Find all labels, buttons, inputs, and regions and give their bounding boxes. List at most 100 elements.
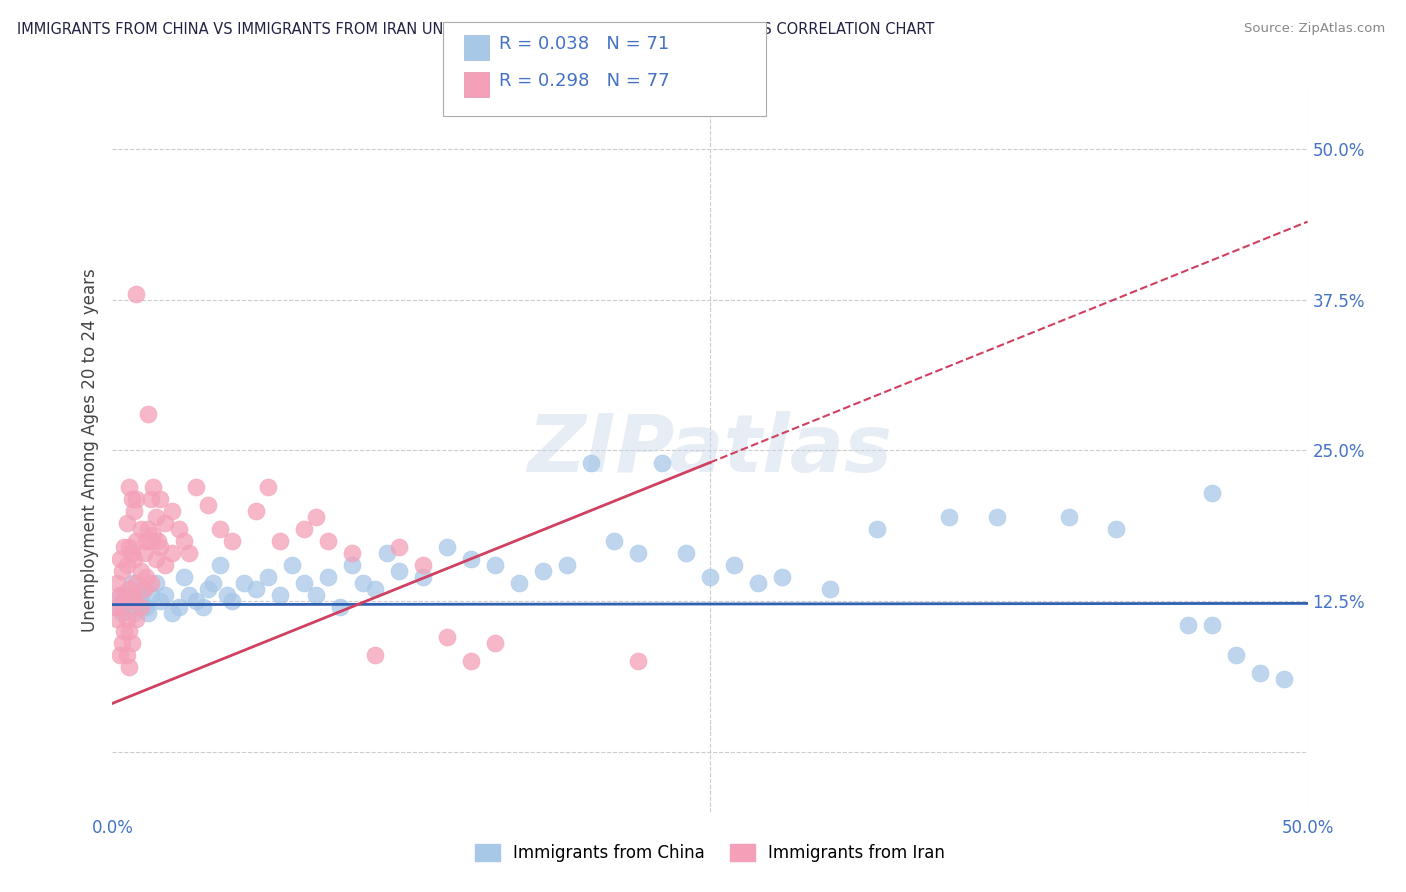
Point <box>128 600 150 615</box>
Point <box>114 540 135 554</box>
Point <box>108 588 131 602</box>
Point <box>115 612 138 626</box>
Point <box>125 576 148 591</box>
Point <box>177 546 200 560</box>
Point <box>105 612 128 626</box>
Point <box>186 480 208 494</box>
Point <box>329 600 352 615</box>
Point <box>135 570 157 584</box>
Point <box>111 606 134 620</box>
Point <box>108 551 131 566</box>
Point <box>508 576 530 591</box>
Point <box>104 600 127 615</box>
Point <box>281 558 304 572</box>
Point <box>118 600 141 615</box>
Point <box>316 533 339 548</box>
Point <box>149 594 172 608</box>
Point <box>627 654 650 668</box>
Point <box>257 570 280 584</box>
Point <box>122 503 145 517</box>
Point <box>115 516 138 530</box>
Point <box>173 533 195 548</box>
Point <box>121 588 143 602</box>
Point <box>201 576 224 591</box>
Point <box>135 533 157 548</box>
Point <box>209 558 232 572</box>
Point <box>121 636 143 650</box>
Point <box>197 498 219 512</box>
Point <box>186 594 208 608</box>
Point <box>118 480 141 494</box>
Point <box>555 558 578 572</box>
Point <box>146 533 169 548</box>
Point <box>132 582 155 596</box>
Point <box>118 540 141 554</box>
Point <box>627 546 650 560</box>
Point <box>132 582 155 596</box>
Point <box>145 509 167 524</box>
Point <box>221 594 243 608</box>
Point <box>142 528 165 542</box>
Point <box>111 600 134 615</box>
Point <box>1225 648 1247 662</box>
Point <box>149 540 172 554</box>
Point <box>177 588 200 602</box>
Point <box>173 570 195 584</box>
Point <box>675 546 697 560</box>
Point <box>531 564 554 578</box>
Point <box>460 551 482 566</box>
Point <box>125 287 148 301</box>
Point <box>114 624 135 639</box>
Point <box>121 546 143 560</box>
Point <box>986 509 1008 524</box>
Point <box>233 576 256 591</box>
Text: R = 0.298   N = 77: R = 0.298 N = 77 <box>499 72 669 90</box>
Text: Source: ZipAtlas.com: Source: ZipAtlas.com <box>1244 22 1385 36</box>
Text: IMMIGRANTS FROM CHINA VS IMMIGRANTS FROM IRAN UNEMPLOYMENT AMONG AGES 20 TO 24 Y: IMMIGRANTS FROM CHINA VS IMMIGRANTS FROM… <box>17 22 934 37</box>
Point <box>118 660 141 674</box>
Point <box>129 600 152 615</box>
Point <box>122 551 145 566</box>
Point <box>111 636 134 650</box>
Point <box>269 588 291 602</box>
Point <box>162 503 183 517</box>
Point <box>125 491 148 506</box>
Point <box>460 654 482 668</box>
Point <box>484 636 506 650</box>
Point <box>245 582 267 596</box>
Point <box>436 540 458 554</box>
Point <box>603 533 626 548</box>
Point <box>153 516 176 530</box>
Point <box>121 491 143 506</box>
Point <box>1177 618 1199 632</box>
Point <box>352 576 374 591</box>
Point <box>125 612 148 626</box>
Point <box>197 582 219 596</box>
Point <box>169 522 191 536</box>
Point <box>1272 673 1295 687</box>
Point <box>245 503 267 517</box>
Point <box>149 491 172 506</box>
Text: ZIPatlas: ZIPatlas <box>527 411 893 490</box>
Point <box>139 491 162 506</box>
Point <box>305 509 328 524</box>
Point <box>723 558 745 572</box>
Point <box>114 594 135 608</box>
Point <box>139 533 162 548</box>
Point <box>269 533 291 548</box>
Point <box>115 558 138 572</box>
Point <box>436 630 458 644</box>
Point <box>866 522 889 536</box>
Point <box>142 480 165 494</box>
Point <box>122 594 145 608</box>
Point <box>139 576 162 591</box>
Point <box>162 546 183 560</box>
Point <box>105 576 128 591</box>
Point <box>747 576 769 591</box>
Point <box>135 600 157 615</box>
Point <box>115 648 138 662</box>
Point <box>938 509 960 524</box>
Point <box>129 522 152 536</box>
Point <box>138 407 160 421</box>
Point <box>138 606 160 620</box>
